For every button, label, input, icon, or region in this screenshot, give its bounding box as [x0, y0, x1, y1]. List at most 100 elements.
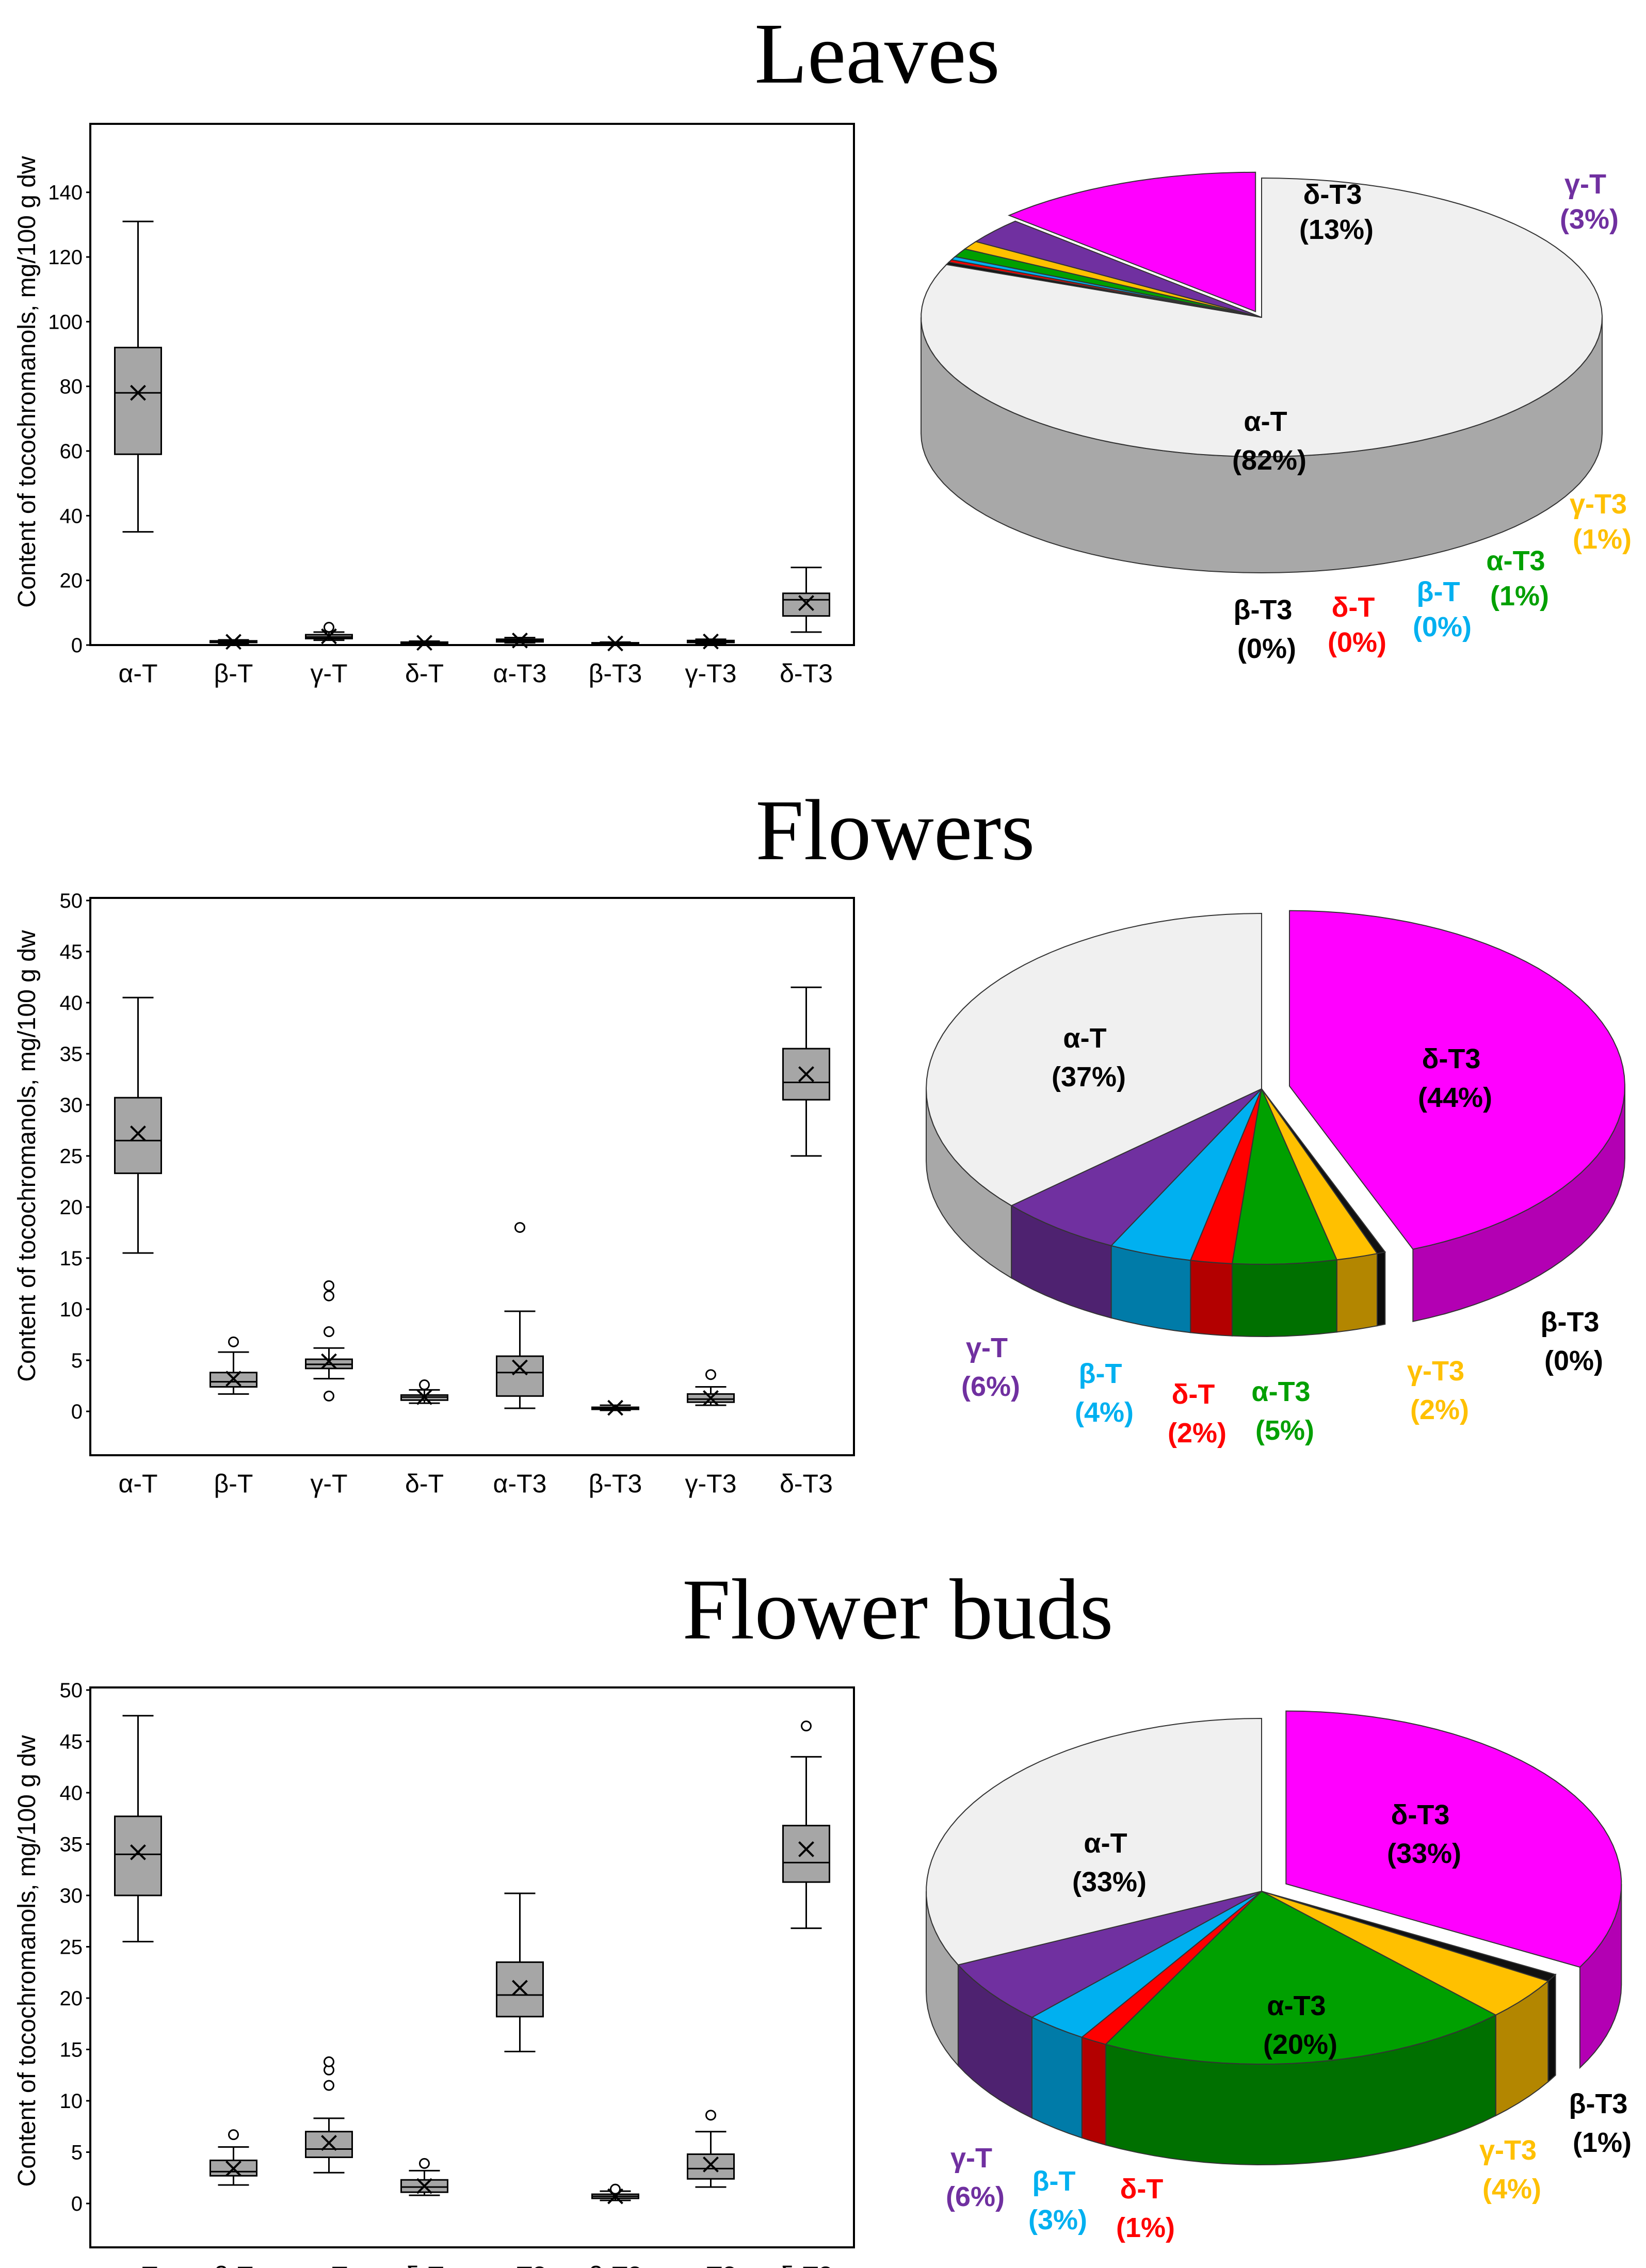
mean-marker: [798, 1841, 814, 1857]
x-category-label: γ-T: [310, 1469, 347, 1498]
box-iqr: [496, 1355, 544, 1397]
y-tick-label: 100: [48, 311, 83, 333]
boxplot-frame-leaves: [89, 123, 855, 646]
x-category-label: γ-T: [310, 659, 347, 688]
pie-label-buds-beta-t: β-T (3%): [1028, 2166, 1087, 2235]
panel-title-leaves: Leaves: [754, 6, 1000, 102]
pie-label-flowers-delta-t3: δ-T3 (44%): [1418, 1043, 1492, 1113]
panel-title-flowers: Flowers: [755, 782, 1035, 878]
y-tick-label: 25: [60, 1145, 83, 1168]
mean-marker: [798, 1066, 814, 1083]
pie-label-flowers-alpha-t: α-T (37%): [1052, 1023, 1126, 1092]
x-category-label: δ-T3: [780, 1469, 833, 1498]
mean-marker: [703, 2156, 719, 2173]
mean-marker: [321, 628, 337, 645]
y-tick-label: 25: [60, 1936, 83, 1959]
pie-label-buds-alpha-t: α-T (33%): [1072, 1828, 1147, 1897]
pie-label-leaves-beta-t3: β-T3 (0%): [1234, 594, 1300, 664]
outlier-point: [705, 2110, 716, 2121]
pie-side-wall: [1231, 1259, 1337, 1338]
x-category-label: α-T: [118, 1469, 157, 1498]
y-axis-label-flower-buds: Content of tocochromanols, mg/100 g dw: [13, 1735, 41, 2186]
mean-marker: [225, 1371, 241, 1387]
y-tick-label: 10: [60, 2090, 83, 2113]
y-tick-label: 40: [60, 505, 83, 527]
pie-slice: [925, 912, 1262, 1207]
y-tick-label: 0: [71, 634, 83, 657]
pie-slice: [1285, 1710, 1622, 1968]
pie-label-leaves-gamma-t: γ-T (3%): [1560, 169, 1619, 235]
pie-label-flowers-gamma-t3: γ-T3 (2%): [1407, 1356, 1472, 1425]
pie-slice: [921, 177, 1603, 458]
pie-slice: [1231, 1087, 1338, 1265]
outlier-point: [228, 2129, 239, 2141]
pie-slice: [957, 1891, 1262, 2018]
mean-marker: [321, 1353, 337, 1370]
y-tick-label: 15: [60, 1247, 83, 1270]
box-iqr: [114, 1815, 162, 1896]
mean-marker: [607, 635, 623, 652]
outlier-point: [514, 1222, 525, 1233]
pie-label-leaves-beta-t: β-T (0%): [1413, 576, 1472, 642]
y-tick-label: 60: [60, 440, 83, 463]
box-iqr: [305, 2131, 353, 2158]
y-tick-label: 20: [60, 570, 83, 592]
pie-slice: [1261, 1891, 1550, 2016]
outlier-point: [324, 1280, 334, 1291]
y-tick-label: 40: [60, 992, 83, 1015]
mean-marker: [416, 635, 432, 651]
pie-side-wall: [1547, 1973, 1556, 2083]
pie-label-leaves-gamma-t3: γ-T3 (1%): [1570, 489, 1635, 555]
x-category-label: γ-T3: [685, 2261, 737, 2268]
x-category-label: α-T3: [493, 659, 547, 688]
pie-label-leaves-alpha-t: α-T (82%): [1232, 406, 1306, 476]
pie-label-buds-gamma-t3: γ-T3 (4%): [1479, 2135, 1544, 2205]
pie-leaves: [921, 171, 1603, 574]
x-category-label: δ-T: [405, 659, 444, 688]
mean-marker: [703, 633, 719, 650]
x-category-label: α-T3: [493, 1469, 547, 1498]
x-category-label: γ-T3: [685, 659, 737, 688]
pie-label-buds-beta-t3: β-T3 (1%): [1569, 2088, 1636, 2158]
mean-marker: [130, 1125, 146, 1141]
y-tick-label: 15: [60, 2039, 83, 2062]
mean-marker: [130, 1844, 146, 1860]
panel-title-flower-buds: Flower buds: [682, 1562, 1113, 1658]
x-category-label: δ-T: [405, 1469, 444, 1498]
mean-marker: [798, 595, 814, 611]
x-category-label: δ-T3: [780, 2261, 833, 2268]
pie-side-wall: [1031, 2016, 1083, 2139]
box-iqr: [496, 1961, 544, 2018]
boxplot-frame-flowers: [89, 897, 855, 1456]
x-category-label: α-T: [118, 659, 157, 688]
pie-slice: [1289, 910, 1626, 1250]
mean-marker: [512, 632, 528, 649]
pie-label-flowers-alpha-t3: α-T3 (5%): [1251, 1376, 1318, 1446]
y-tick-label: 20: [60, 1196, 83, 1219]
pie-label-buds-alpha-t3: α-T3 (20%): [1263, 1990, 1337, 2060]
y-tick-label: 140: [48, 182, 83, 204]
x-category-label: α-T3: [493, 2261, 547, 2268]
x-category-label: β-T: [214, 2261, 253, 2268]
y-tick-label: 5: [71, 1349, 83, 1372]
pie-slice: [926, 1717, 1262, 1966]
pie-flowers: [925, 910, 1626, 1338]
pie-label-buds-delta-t: δ-T (1%): [1116, 2174, 1175, 2243]
boxplot-flower-buds: 0 5 10 15 20 25 30 35 40 45 50 α-T β-T γ-T δ-T α-T3 β-T3…: [60, 1679, 833, 2268]
pie-slice: [1104, 1890, 1497, 2065]
y-tick-label: 45: [60, 1731, 83, 1754]
box-iqr: [114, 1097, 162, 1175]
y-tick-label: 30: [60, 1885, 83, 1907]
mean-marker: [225, 634, 241, 650]
pie-slice: [1110, 1088, 1262, 1261]
y-tick-label: 80: [60, 376, 83, 398]
x-category-label: β-T3: [589, 2261, 642, 2268]
pie-label-flowers-beta-t3: β-T3 (0%): [1541, 1307, 1607, 1376]
pie-label-flowers-beta-t: β-T (4%): [1075, 1358, 1134, 1428]
y-axis-label-flowers: Content of tocochromanols, mg/100 g dw: [13, 930, 41, 1381]
outlier-point: [419, 1379, 430, 1391]
x-category-label: β-T: [214, 1469, 253, 1498]
y-tick-label: 50: [60, 1679, 83, 1702]
x-category-label: α-T: [118, 2261, 157, 2268]
mean-marker: [703, 1390, 719, 1406]
